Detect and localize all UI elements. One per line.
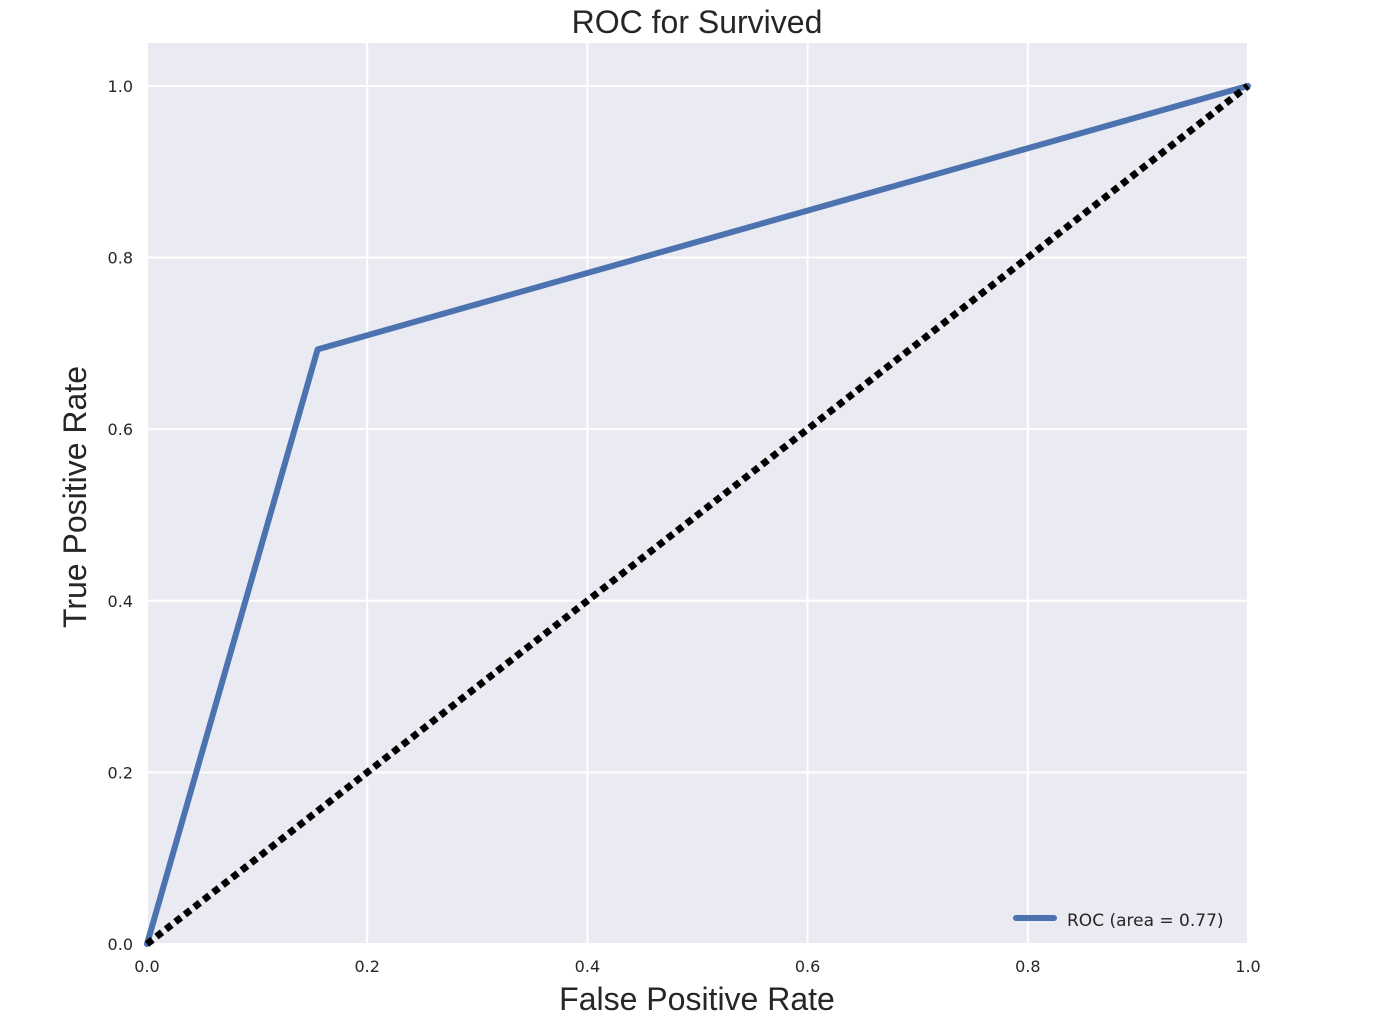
y-tick-label: 1.0	[108, 77, 133, 96]
y-axis-label: True Positive Rate	[57, 366, 93, 628]
x-axis-label: False Positive Rate	[559, 981, 835, 1017]
y-tick-label: 0.2	[108, 763, 133, 782]
x-tick-labels: 0.0 0.2 0.4 0.6 0.8 1.0	[134, 957, 1260, 976]
y-tick-label: 0.0	[108, 935, 133, 954]
roc-curve-line	[144, 82, 1251, 947]
series-layer	[144, 82, 1251, 947]
x-tick-label: 0.4	[575, 957, 600, 976]
x-tick-label: 0.2	[354, 957, 379, 976]
diagonal-reference-line	[144, 83, 1251, 947]
grid-lines	[146, 43, 1249, 945]
y-tick-label: 0.6	[108, 420, 133, 439]
legend: ROC (area = 0.77)	[1013, 911, 1224, 931]
chart-title: ROC for Survived	[572, 4, 823, 40]
x-tick-label: 0.6	[795, 957, 820, 976]
plot-area	[147, 43, 1248, 944]
x-tick-label: 0.8	[1015, 957, 1040, 976]
y-tick-labels: 0.0 0.2 0.4 0.6 0.8 1.0	[108, 77, 133, 954]
x-tick-label: 1.0	[1235, 957, 1260, 976]
y-tick-label: 0.4	[108, 592, 133, 611]
legend-label-roc: ROC (area = 0.77)	[1067, 911, 1224, 931]
x-tick-label: 0.0	[134, 957, 159, 976]
y-tick-label: 0.8	[108, 249, 133, 268]
